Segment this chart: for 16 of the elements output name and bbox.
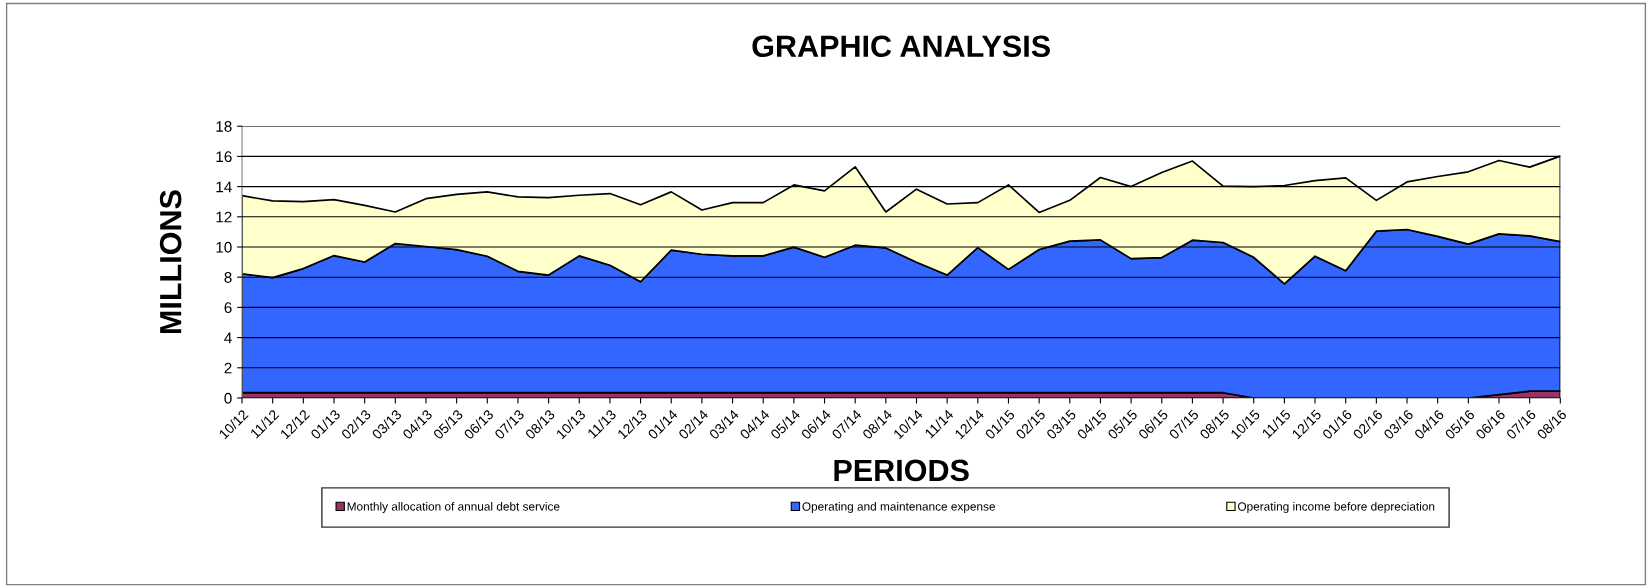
legend-label: Monthly allocation of annual debt service [347,502,560,513]
x-axis-title: PERIODS [834,459,969,482]
legend-label: Operating income before depreciation [1237,502,1435,513]
y-axis-title: MILLIONS [159,190,182,334]
y-tick-label: 12 [216,211,232,223]
y-tick-label: 16 [216,151,232,163]
y-tick-label: 0 [224,392,232,404]
y-tick-label: 8 [224,272,232,283]
y-tick-label: 14 [216,181,232,193]
y-tick-label: 2 [224,362,232,374]
y-tick-label: 4 [224,332,232,344]
chart-title: GRAPHIC ANALYSIS [752,35,1050,58]
y-tick-label: 18 [216,121,232,132]
legend-label: Operating and maintenance expense [802,502,995,513]
y-tick-label: 6 [224,302,232,314]
y-tick-label: 10 [216,241,232,253]
